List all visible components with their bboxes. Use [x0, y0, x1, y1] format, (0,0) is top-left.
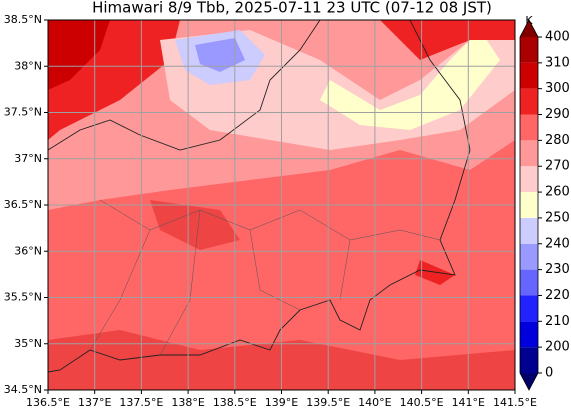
- y-tick-label: 35.5°N: [4, 291, 42, 304]
- x-tick-label: 137°E: [78, 396, 111, 409]
- x-tick-label: 138°E: [171, 396, 204, 409]
- x-tick-label: 140.5°E: [400, 396, 444, 409]
- colorbar-box: [520, 321, 538, 348]
- colorbar-tick-label: 240: [545, 236, 570, 251]
- y-tick-label: 35°N: [14, 337, 42, 350]
- y-tick-label: 37.5°N: [4, 106, 42, 119]
- x-tick-label: 137.5°E: [119, 396, 163, 409]
- colorbar-box: [520, 140, 538, 167]
- colorbar-tick-label: 230: [545, 262, 570, 277]
- x-tick-label: 141°E: [452, 396, 485, 409]
- y-tick-label: 36°N: [14, 244, 42, 257]
- y-tick-label: 36.5°N: [4, 198, 42, 211]
- colorbar-tick-label: 260: [545, 185, 570, 200]
- y-tick-label: 38.5°N: [4, 13, 42, 26]
- field-region: [380, 20, 515, 60]
- y-tick-label: 38°N: [14, 59, 42, 72]
- field-region: [195, 38, 245, 72]
- x-tick-label: 136.5°E: [26, 396, 70, 409]
- colorbar-box: [520, 217, 538, 244]
- colorbar-tick-label: 280: [545, 133, 570, 148]
- y-tick-label: 34.5°N: [4, 383, 42, 396]
- colorbar-box: [520, 269, 538, 296]
- colorbar-tick-label: 270: [545, 159, 570, 174]
- colorbar-tick-label: 300: [545, 81, 570, 96]
- colorbar-over: [520, 20, 538, 37]
- map-title: Himawari 8/9 Tbb, 2025-07-11 23 UTC (07-…: [92, 0, 492, 17]
- x-tick-label: 138.5°E: [213, 396, 257, 409]
- colorbar-tick-label: 290: [545, 107, 570, 122]
- x-tick-label: 140°E: [358, 396, 391, 409]
- colorbar-tick-label: 250: [545, 210, 570, 225]
- x-tick-label: 141.5°E: [493, 396, 537, 409]
- colorbar-tick-label: 400: [545, 30, 570, 45]
- x-tick-label: 139°E: [265, 396, 298, 409]
- colorbar-box: [520, 114, 538, 141]
- field-region: [150, 200, 240, 250]
- colorbar-tick-label: 310: [545, 55, 570, 70]
- field-region: [320, 30, 500, 130]
- colorbar-unit: K: [525, 14, 533, 27]
- x-tick-label: 139.5°E: [306, 396, 350, 409]
- colorbar-box: [520, 347, 538, 373]
- colorbar-tick-label: 200: [545, 340, 570, 355]
- colorbar-tick-label: 220: [545, 288, 570, 303]
- colorbar-box: [520, 88, 538, 115]
- colorbar-under: [520, 373, 538, 390]
- prefecture-border: [89, 199, 441, 356]
- colorbar-box: [520, 295, 538, 322]
- colorbar-box: [520, 37, 538, 63]
- colorbar-box: [520, 243, 538, 270]
- colorbar-tick-label: 0: [545, 366, 553, 381]
- axes: 136.5°E 137°E 137.5°E 138°E 138.5°E 139°E 139.…: [4, 13, 570, 409]
- colorbar-box: [520, 192, 538, 218]
- colorbar-box: [520, 62, 538, 89]
- plot-frame: [47, 19, 516, 391]
- colorbar-box: [520, 166, 538, 193]
- colorbar-tick-label: 210: [545, 314, 570, 329]
- y-tick-label: 37°N: [14, 152, 42, 165]
